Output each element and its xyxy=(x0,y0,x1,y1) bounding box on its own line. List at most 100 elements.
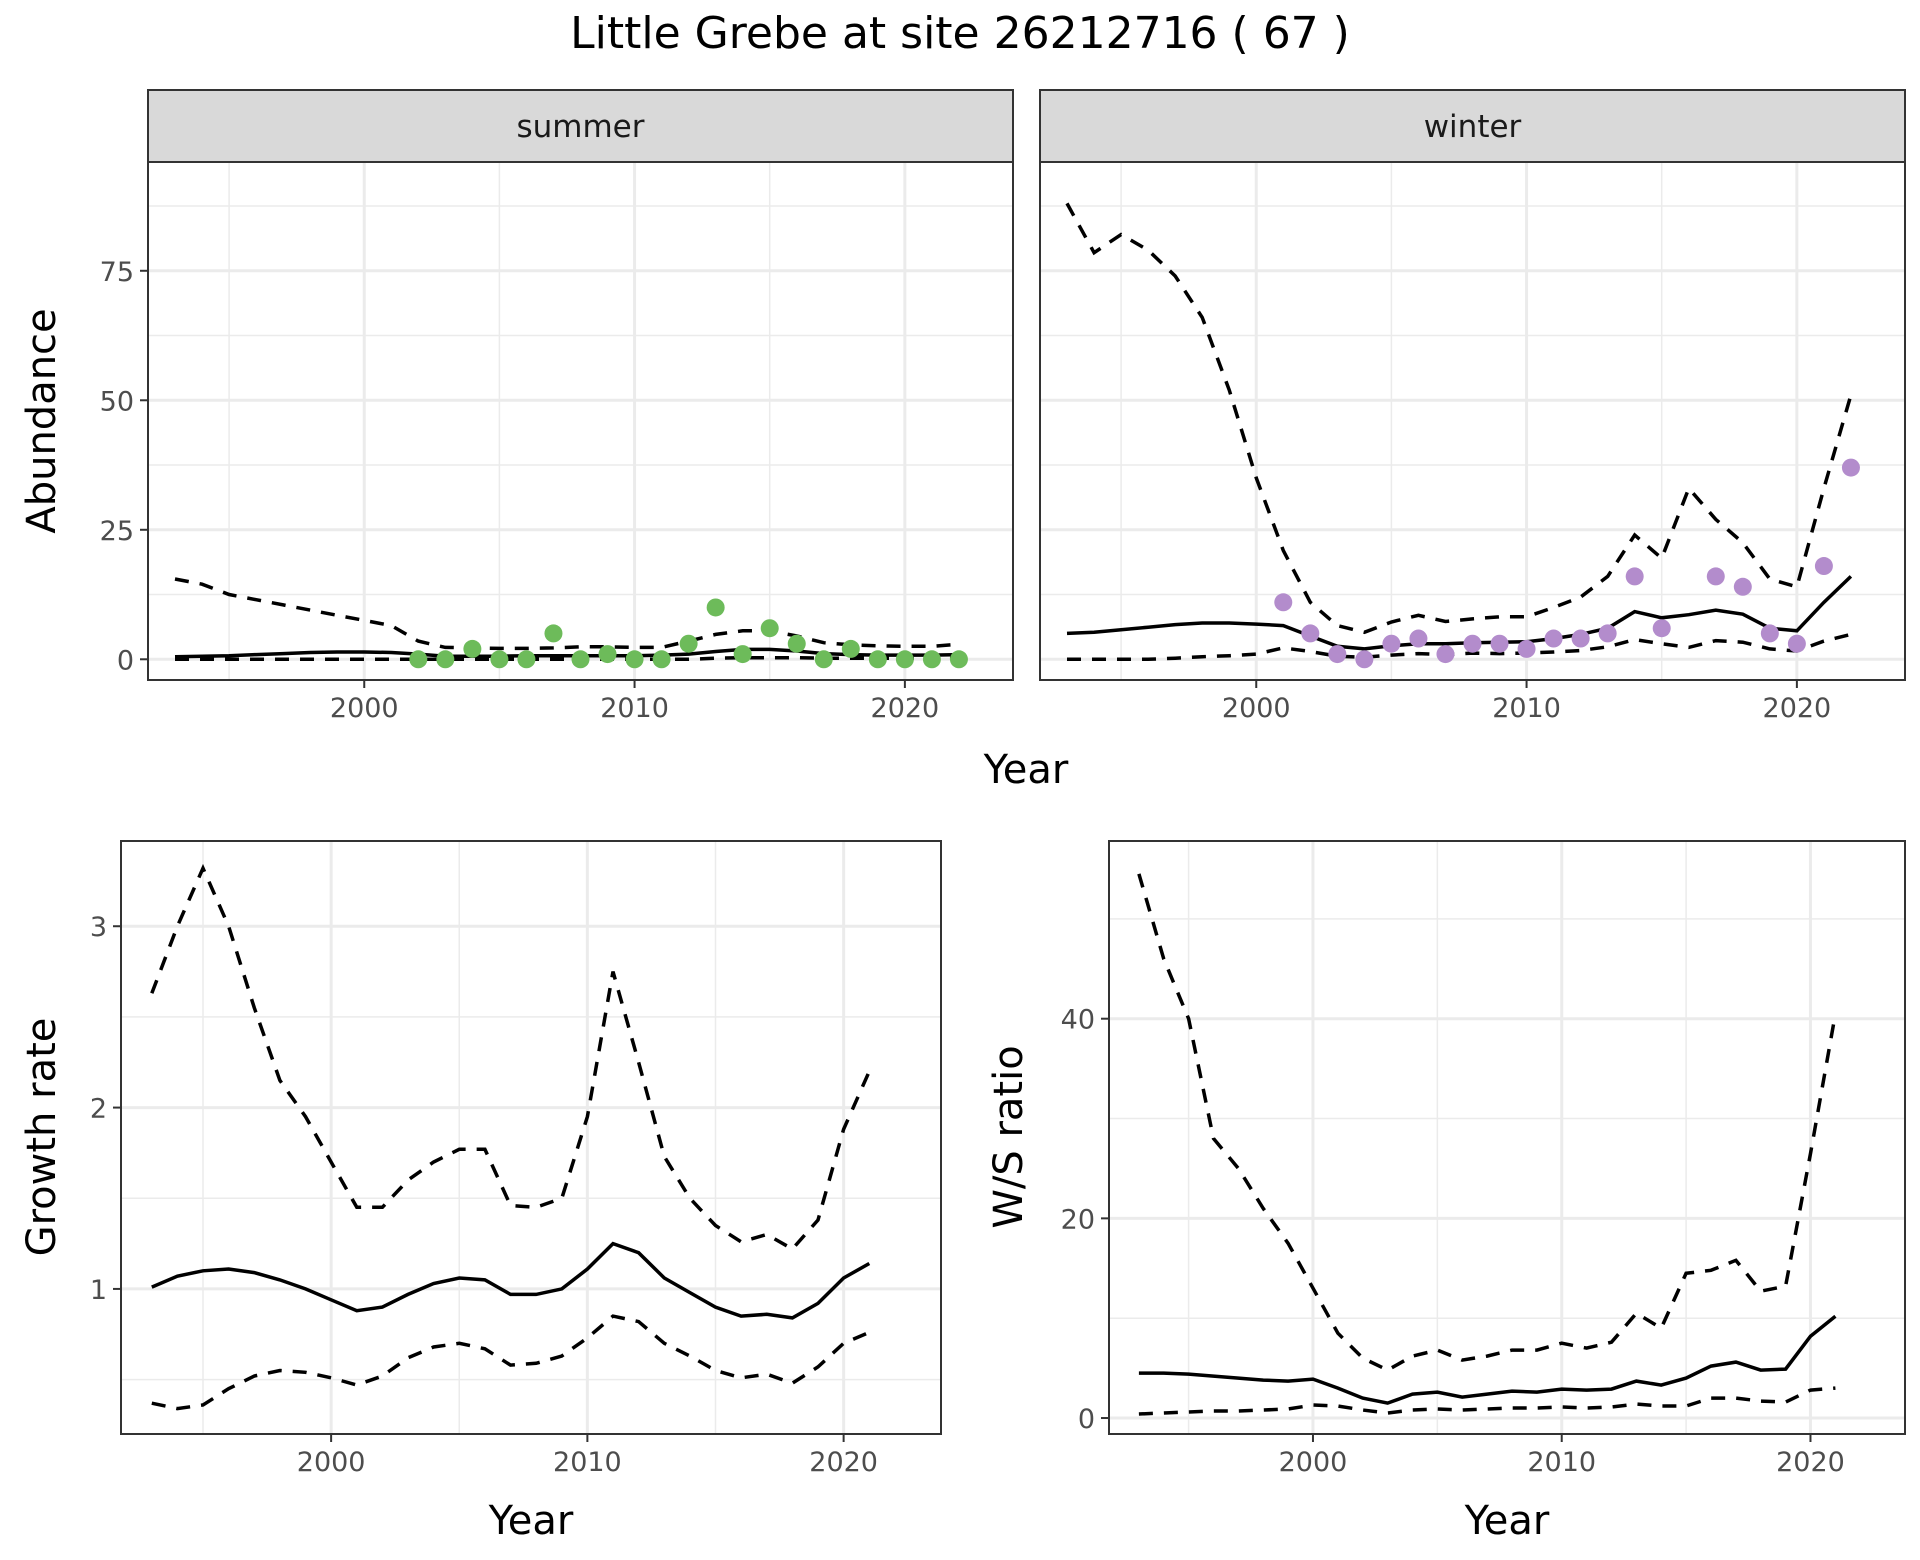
data-point xyxy=(733,645,752,664)
series-upper-ci xyxy=(150,863,871,1252)
data-point xyxy=(814,650,833,669)
y-tick-label: 1 xyxy=(90,1275,107,1306)
data-point xyxy=(1382,634,1401,653)
panel-border-summer xyxy=(147,161,1014,681)
data-point xyxy=(1814,557,1833,576)
grid-growth xyxy=(121,841,941,1434)
y-axis-title-growth: Growth rate xyxy=(19,1018,65,1257)
x-axis-summer: 2000 2010 2020 xyxy=(330,680,939,724)
x-tick-label: 2000 xyxy=(1222,693,1291,724)
data-point xyxy=(949,650,968,669)
data-point xyxy=(1436,645,1455,664)
y-axis-ratio: 0 20 40 xyxy=(1061,1005,1109,1435)
data-point xyxy=(436,650,455,669)
x-tick-label: 2010 xyxy=(1527,1447,1596,1478)
panel-border-ratio xyxy=(1108,840,1906,1435)
grid-summer xyxy=(148,162,1013,680)
data-point xyxy=(1409,629,1428,648)
grid-winter xyxy=(1040,162,1905,680)
x-tick-label: 2000 xyxy=(1279,1447,1348,1478)
x-axis-growth: 2000 2010 2020 xyxy=(297,1434,878,1478)
x-tick-label: 2000 xyxy=(297,1447,366,1478)
y-tick-label: 0 xyxy=(1078,1404,1095,1435)
lines-growth xyxy=(150,863,871,1411)
data-point xyxy=(1490,634,1509,653)
strip-label-summer: summer xyxy=(516,109,644,145)
x-tick-label: 2010 xyxy=(1492,693,1561,724)
y-tick-label: 50 xyxy=(100,386,134,417)
data-point xyxy=(1571,629,1590,648)
data-point xyxy=(1274,593,1293,612)
x-tick-label: 2000 xyxy=(330,693,399,724)
data-point xyxy=(679,634,698,653)
x-tick-label: 2020 xyxy=(1776,1447,1845,1478)
x-axis-winter: 2000 2010 2020 xyxy=(1222,680,1831,724)
x-tick-label: 2010 xyxy=(553,1447,622,1478)
x-tick-label: 2020 xyxy=(809,1447,878,1478)
panel-summer: summer 0 25 50 75 2000 2010 2020 xyxy=(100,89,1014,724)
data-point xyxy=(409,650,428,669)
strip-label-winter: winter xyxy=(1424,109,1522,145)
figure-title: Little Grebe at site 26212716 ( 67 ) xyxy=(570,8,1350,59)
data-point xyxy=(652,650,671,669)
data-point xyxy=(598,645,617,664)
series-estimate xyxy=(1138,1314,1837,1405)
data-point xyxy=(571,650,590,669)
data-point xyxy=(463,639,482,658)
data-point xyxy=(625,650,644,669)
data-point xyxy=(1706,567,1725,586)
series-lower-ci xyxy=(151,1314,870,1411)
data-point xyxy=(1544,629,1563,648)
data-point xyxy=(841,639,860,658)
grid-ratio xyxy=(1109,841,1905,1434)
y-tick-label: 40 xyxy=(1061,1005,1095,1036)
series-lower-ci xyxy=(1067,632,1852,662)
data-point xyxy=(1598,624,1617,643)
data-point xyxy=(1355,650,1374,669)
points-summer xyxy=(409,598,968,669)
data-point xyxy=(517,650,536,669)
panel-growth: 1 2 3 2000 2010 2020 xyxy=(90,840,942,1478)
data-point xyxy=(1733,577,1752,596)
x-axis-ratio: 2000 2010 2020 xyxy=(1279,1434,1845,1478)
strip-summer xyxy=(147,89,1014,163)
series-estimate xyxy=(1066,575,1853,651)
data-point xyxy=(706,598,725,617)
data-point xyxy=(1301,624,1320,643)
data-point xyxy=(1328,645,1347,664)
points-winter xyxy=(1274,458,1860,669)
data-point xyxy=(1760,624,1779,643)
y-axis-growth: 1 2 3 xyxy=(90,912,121,1306)
data-point xyxy=(1787,634,1806,653)
y-tick-label: 75 xyxy=(100,257,134,288)
data-point xyxy=(1625,567,1644,586)
x-tick-label: 2020 xyxy=(1763,693,1832,724)
y-tick-label: 0 xyxy=(117,645,134,676)
x-axis-title-growth: Year xyxy=(488,1498,574,1544)
y-axis-title-ratio: W/S ratio xyxy=(986,1045,1032,1228)
strip-winter xyxy=(1039,89,1906,163)
data-point xyxy=(1652,619,1671,638)
data-point xyxy=(544,624,563,643)
lines-winter xyxy=(1065,202,1853,662)
panel-winter: winter 2000 2010 2020 xyxy=(1039,89,1906,724)
data-point xyxy=(922,650,941,669)
y-tick-label: 25 xyxy=(100,516,134,547)
y-tick-label: 3 xyxy=(90,912,107,943)
y-axis-title-abundance: Abundance xyxy=(19,308,65,533)
y-tick-label: 2 xyxy=(90,1094,107,1125)
x-tick-label: 2010 xyxy=(600,693,669,724)
lines-ratio xyxy=(1137,873,1838,1416)
panel-ratio: 0 20 40 2000 2010 2020 xyxy=(1061,840,1906,1478)
data-point xyxy=(1841,458,1860,477)
x-axis-title-ratio: Year xyxy=(1464,1498,1550,1544)
data-point xyxy=(1517,639,1536,658)
data-point xyxy=(1463,634,1482,653)
series-upper-ci xyxy=(174,577,960,651)
series-upper-ci xyxy=(1137,873,1838,1373)
data-point xyxy=(490,650,509,669)
data-point xyxy=(868,650,887,669)
series-estimate xyxy=(151,1241,871,1320)
x-axis-title-top: Year xyxy=(983,747,1069,793)
